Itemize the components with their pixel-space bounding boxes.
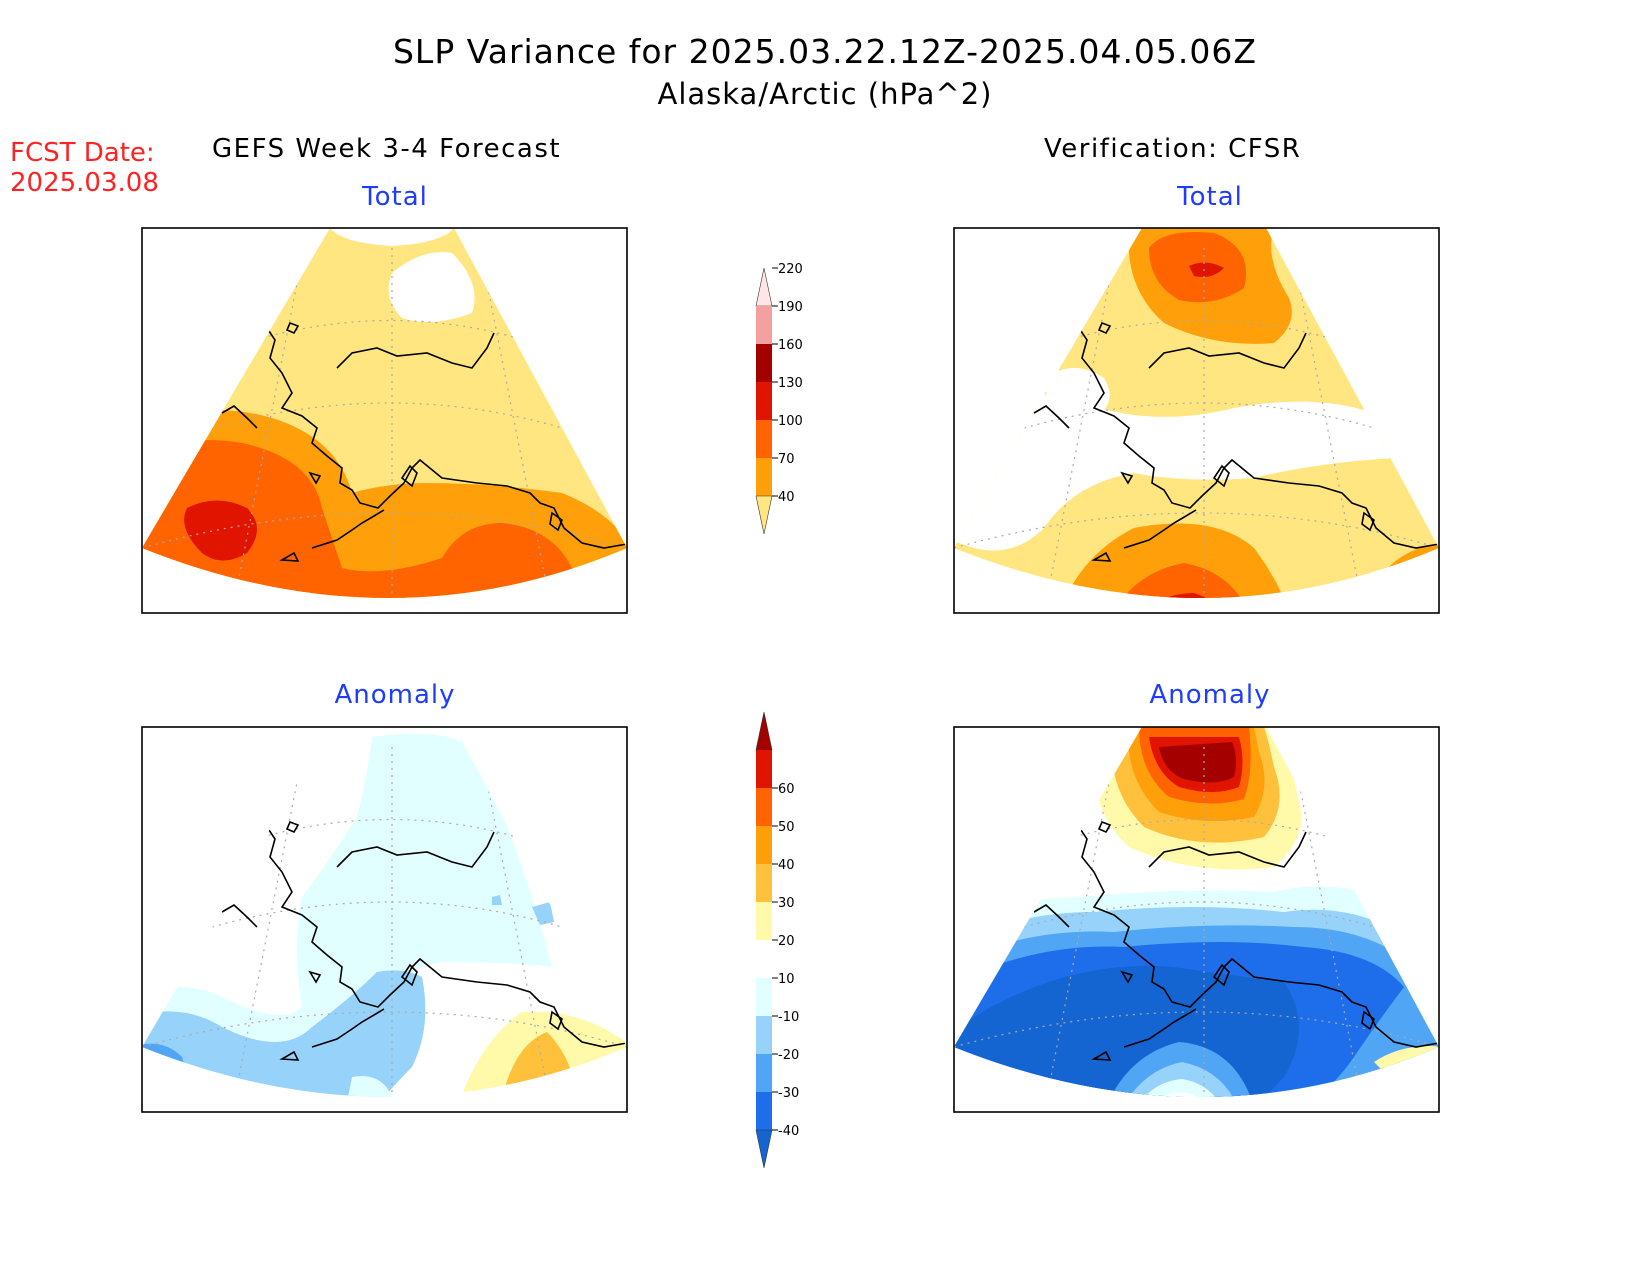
total-colorbar-label: 220: [778, 262, 803, 277]
anomaly-colorbar-label: -40: [778, 1124, 799, 1139]
anomaly-colorbar-segment: [756, 750, 772, 788]
anomaly-colorbar: -40 -30 -20 -10 10 20 30 40 50 60: [755, 711, 799, 1169]
total-colorbar-segment: [756, 420, 772, 458]
total-colorbar: 40 70 100 130 160 190 220: [755, 262, 803, 535]
total-colorbar-label: 100: [778, 414, 803, 429]
anomaly-colorbar-segment: [756, 902, 772, 940]
verification-anomaly-map: [953, 726, 1440, 1113]
anomaly-colorbar-segment: [756, 1092, 772, 1130]
forecast-total-map: [141, 227, 628, 614]
anomaly-colorbar-label: -10: [778, 1010, 799, 1025]
total-colorbar-top-tip: [755, 267, 773, 307]
anomaly-colorbar-segment: [756, 864, 772, 902]
forecast-total-title: Total: [362, 182, 428, 212]
total-colorbar-segment: [756, 306, 772, 344]
map-subtitle: Alaska/Arctic (hPa^2): [657, 77, 993, 111]
anomaly-colorbar-label: 60: [778, 782, 795, 797]
total-colorbar-label: 70: [778, 452, 795, 467]
anomaly-colorbar-label: 30: [778, 896, 795, 911]
forecast-date-label: FCST Date:: [10, 138, 155, 168]
anomaly-colorbar-label: 50: [778, 820, 795, 835]
verification-total-map: [953, 227, 1440, 614]
forecast-date-value: 2025.03.08: [10, 168, 159, 198]
total-colorbar-segment: [756, 382, 772, 420]
total-colorbar-segment: [756, 344, 772, 382]
total-colorbar-label: 160: [778, 338, 803, 353]
total-colorbar-label: 190: [778, 300, 803, 315]
anomaly-colorbar-label: 10: [778, 972, 795, 987]
forecast-panel-header: GEFS Week 3-4 Forecast: [212, 134, 562, 164]
forecast-anomaly-map: [141, 726, 628, 1113]
verification-total-title: Total: [1177, 182, 1243, 212]
total-colorbar-label: 130: [778, 376, 803, 391]
verification-panel-header: Verification: CFSR: [1044, 134, 1302, 164]
total-colorbar-label: 40: [778, 490, 795, 505]
anomaly-colorbar-label: -30: [778, 1086, 799, 1101]
anomaly-colorbar-segment: [756, 826, 772, 864]
verification-anomaly-title: Anomaly: [1149, 680, 1271, 710]
anomaly-colorbar-segment: [756, 1054, 772, 1092]
forecast-anomaly-title: Anomaly: [334, 680, 456, 710]
anomaly-colorbar-top-tip: [755, 711, 773, 751]
anomaly-colorbar-label: 40: [778, 858, 795, 873]
total-colorbar-segment: [756, 458, 772, 496]
map-title: SLP Variance for 2025.03.22.12Z-2025.04.…: [392, 32, 1258, 71]
total-colorbar-bottom-tip: [755, 495, 773, 535]
anomaly-colorbar-bottom-tip: [755, 1129, 773, 1169]
anomaly-colorbar-label: 20: [778, 934, 795, 949]
anomaly-colorbar-segment: [756, 940, 772, 978]
anomaly-colorbar-segment: [756, 978, 772, 1016]
anomaly-colorbar-segment: [756, 1016, 772, 1054]
anomaly-colorbar-segment: [756, 788, 772, 826]
anomaly-colorbar-label: -20: [778, 1048, 799, 1063]
